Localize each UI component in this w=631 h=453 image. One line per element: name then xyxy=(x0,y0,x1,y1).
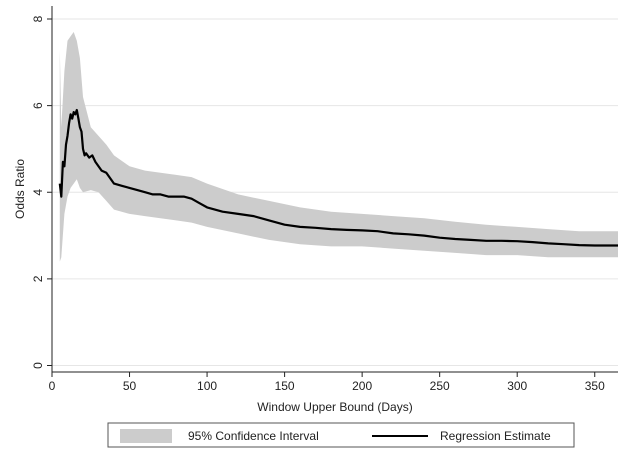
legend-ci-swatch xyxy=(120,429,172,443)
x-tick-label-300: 300 xyxy=(507,379,527,393)
x-tick-label-250: 250 xyxy=(430,379,450,393)
regression-estimate-line xyxy=(58,108,618,247)
x-axis-ticks: 0 50 100 150 200 250 300 350 xyxy=(49,372,605,393)
x-axis-label: Window Upper Bound (Days) xyxy=(257,400,412,414)
x-tick-label-100: 100 xyxy=(197,379,217,393)
y-tick-label-0: 0 xyxy=(31,362,45,369)
x-tick-label-0: 0 xyxy=(49,379,56,393)
y-tick-label-4: 4 xyxy=(31,189,45,196)
y-tick-label-8: 8 xyxy=(31,15,45,22)
y-axis-ticks: 0 2 4 6 8 xyxy=(31,15,52,369)
legend-estimate-label: Regression Estimate xyxy=(440,429,551,443)
legend-box xyxy=(107,422,575,448)
x-tick-label-50: 50 xyxy=(123,379,137,393)
x-tick-label-200: 200 xyxy=(352,379,372,393)
y-tick-label-2: 2 xyxy=(31,275,45,282)
legend: 95% Confidence Interval Regression Estim… xyxy=(107,422,575,448)
x-tick-label-150: 150 xyxy=(275,379,295,393)
y-axis-label: Odds Ratio xyxy=(13,159,27,219)
x-tick-label-350: 350 xyxy=(585,379,605,393)
y-tick-label-6: 6 xyxy=(31,102,45,109)
axes xyxy=(51,6,618,373)
legend-ci-label: 95% Confidence Interval xyxy=(188,429,319,443)
